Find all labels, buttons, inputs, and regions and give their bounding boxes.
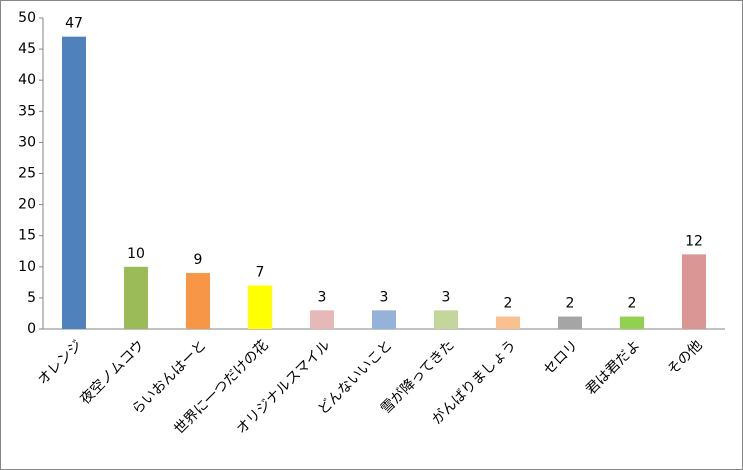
bar	[248, 285, 272, 329]
bar	[682, 254, 706, 329]
y-tick-label: 20	[18, 197, 36, 213]
bar	[310, 310, 334, 329]
y-tick-label: 5	[27, 290, 36, 306]
data-label: 2	[628, 296, 637, 312]
data-label: 47	[65, 16, 83, 32]
data-label: 3	[318, 289, 327, 305]
data-label: 3	[380, 289, 389, 305]
data-label: 9	[194, 252, 203, 268]
data-label: 2	[566, 296, 575, 312]
bar	[558, 316, 582, 329]
data-label: 12	[685, 233, 703, 249]
y-tick-label: 50	[18, 10, 36, 26]
bar	[372, 310, 396, 329]
data-label: 7	[256, 264, 265, 280]
y-tick-label: 10	[18, 259, 36, 275]
bar	[124, 266, 148, 329]
bar	[620, 316, 644, 329]
bar	[186, 273, 210, 329]
y-tick-label: 0	[27, 321, 36, 337]
bar	[434, 310, 458, 329]
y-tick-label: 40	[18, 72, 36, 88]
bar	[62, 36, 86, 329]
y-tick-label: 35	[18, 103, 36, 119]
y-tick-label: 25	[18, 166, 36, 182]
y-tick-label: 30	[18, 134, 36, 150]
data-label: 2	[504, 296, 513, 312]
bar	[496, 316, 520, 329]
data-label: 3	[442, 289, 451, 305]
data-label: 10	[127, 246, 145, 262]
y-tick-label: 15	[18, 228, 36, 244]
y-tick-label: 45	[18, 41, 36, 57]
